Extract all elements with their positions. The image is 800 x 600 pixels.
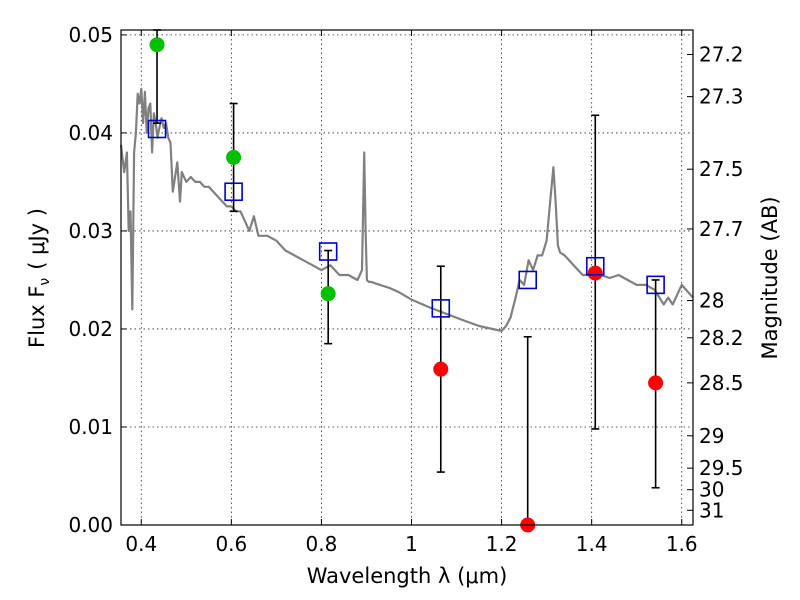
magnitude-tick-label: 27.2	[699, 43, 744, 67]
magnitude-tick-label: 29	[699, 424, 724, 448]
y-axis-label-text: Flux F	[25, 286, 49, 348]
errorbar-layer	[153, 29, 660, 526]
y-tick-label: 0.01	[68, 415, 113, 439]
magnitude-tick-label: 27.5	[699, 157, 744, 181]
x-tick-label: 0.4	[125, 532, 157, 556]
detection-point	[226, 149, 242, 165]
magnitude-tick-label: 31	[699, 498, 724, 522]
y-axis: 0.00 0.01 0.02 0.03 0.04 0.05	[68, 23, 127, 537]
magnitude-tick-label: 28.2	[699, 326, 744, 350]
y-tick-label: 0.00	[68, 513, 113, 537]
model-photometry-point	[518, 270, 538, 290]
y-tick-label: 0.04	[68, 121, 113, 145]
x-axis: 0.4 0.6 0.8 1 1.2 1.4 1.6	[125, 30, 698, 556]
model-spectrum-layer	[119, 87, 694, 332]
y-axis-label: Flux Fν ( μJy )	[25, 208, 53, 348]
magnitude-tick-label: 29.5	[699, 456, 744, 480]
x-tick-label: 1.2	[486, 532, 518, 556]
model-photometry-point	[147, 119, 167, 139]
y-axis-label-subscript: ν	[37, 278, 53, 286]
x-tick-label: 1.4	[576, 532, 608, 556]
x-tick-label: 1	[405, 532, 418, 556]
y-tick-label: 0.05	[68, 23, 113, 47]
x-tick-label: 1.6	[666, 532, 698, 556]
model-photometry-point	[646, 275, 665, 295]
plot-frame	[120, 29, 694, 526]
nondetection-point	[587, 265, 603, 281]
magnitude-tick-label: 27.7	[699, 217, 744, 241]
detection-point	[320, 286, 336, 302]
nondetection-point	[648, 375, 664, 391]
magnitude-tick-label: 28.5	[699, 371, 744, 395]
magnitude-tick-label: 27.3	[699, 85, 744, 109]
y-tick-label: 0.03	[68, 219, 113, 243]
grid	[121, 30, 693, 526]
marker-layer	[147, 37, 665, 533]
model-photometry-point	[224, 182, 243, 202]
y-tick-label: 0.02	[68, 317, 113, 341]
x-tick-label: 0.6	[215, 532, 247, 556]
magnitude-tick-label: 28	[699, 289, 724, 313]
magnitude-tick-label: 30	[699, 478, 724, 502]
y-axis-label-unit: ( μJy )	[25, 208, 49, 270]
magnitude-axis-label: Magnitude (AB)	[758, 196, 782, 359]
model-photometry-point	[318, 242, 338, 261]
x-axis-label: Wavelength λ (μm)	[307, 564, 508, 588]
x-tick-label: 0.8	[306, 532, 338, 556]
model-spectrum-line	[119, 87, 694, 332]
detection-point	[149, 37, 165, 53]
nondetection-point	[433, 361, 449, 377]
model-photometry-point	[585, 256, 605, 276]
model-photometry-point	[431, 299, 451, 318]
